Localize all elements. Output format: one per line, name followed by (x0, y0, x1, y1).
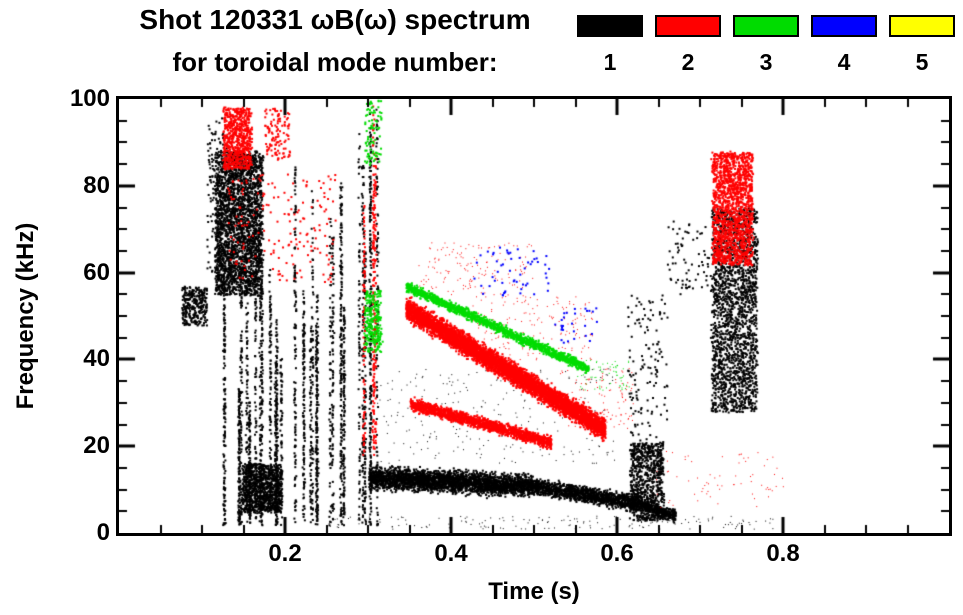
legend-swatch-mode-1 (577, 15, 643, 37)
legend-label-mode-5: 5 (915, 49, 929, 75)
legend-label-mode-4: 4 (837, 49, 851, 75)
y-tick-label-80: 80 (83, 171, 110, 199)
legend-label-mode-3: 3 (759, 49, 773, 75)
y-axis-label: Frequency (kHz) (12, 222, 39, 410)
y-tick-label-0: 0 (96, 519, 110, 546)
legend-swatch-mode-3 (733, 15, 799, 37)
legend-swatch-mode-2 (655, 15, 721, 37)
x-tick-label-0.6: 0.6 (600, 540, 634, 567)
y-tick-label-60: 60 (83, 258, 110, 286)
y-tick-label-40: 40 (83, 345, 110, 373)
x-tick-label-0.8: 0.8 (766, 540, 800, 567)
chart-subtitle: for toroidal mode number: (172, 47, 498, 77)
spectrogram-canvas (119, 99, 949, 533)
legend-label-mode-1: 1 (603, 49, 617, 75)
legend (577, 15, 955, 37)
y-tick-label-20: 20 (83, 432, 110, 460)
legend-swatch-mode-5 (889, 15, 955, 37)
legend-labels: 1 2 3 4 5 (577, 49, 955, 76)
legend-label-mode-2: 2 (681, 49, 695, 75)
y-tick-label-100: 100 (69, 85, 110, 112)
x-tick-label-0.4: 0.4 (434, 540, 468, 567)
chart-title: Shot 120331 ωB(ω) spectrum (139, 4, 531, 35)
x-tick-label-0.2: 0.2 (268, 540, 302, 567)
legend-swatch-mode-4 (811, 15, 877, 37)
x-axis-label: Time (s) (488, 578, 580, 605)
